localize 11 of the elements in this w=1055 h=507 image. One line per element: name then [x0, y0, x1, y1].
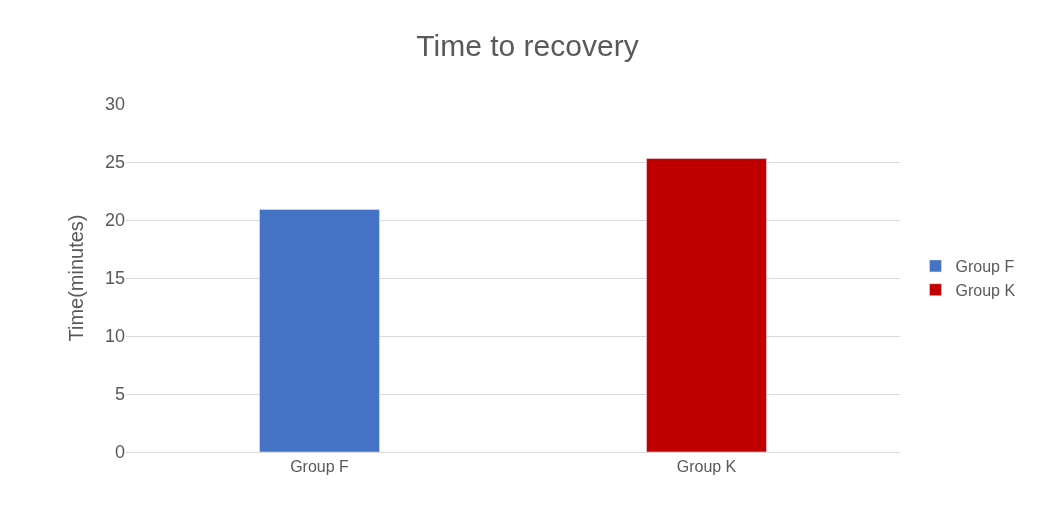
- chart-title: Time to recovery: [416, 29, 639, 63]
- y-tick-label: 30: [104, 94, 125, 115]
- y-tick-label: 0: [114, 442, 125, 463]
- y-tick-label: 10: [104, 326, 125, 347]
- legend-label: Group K: [955, 281, 1016, 299]
- legend-label: Group F: [955, 258, 1015, 276]
- y-tick-label: 15: [104, 268, 125, 289]
- y-tick-label: 20: [104, 210, 125, 231]
- y-tick-label: 25: [104, 152, 125, 173]
- y-axis-title: Time(minutes): [65, 214, 88, 342]
- y-tick-label: 5: [114, 384, 125, 405]
